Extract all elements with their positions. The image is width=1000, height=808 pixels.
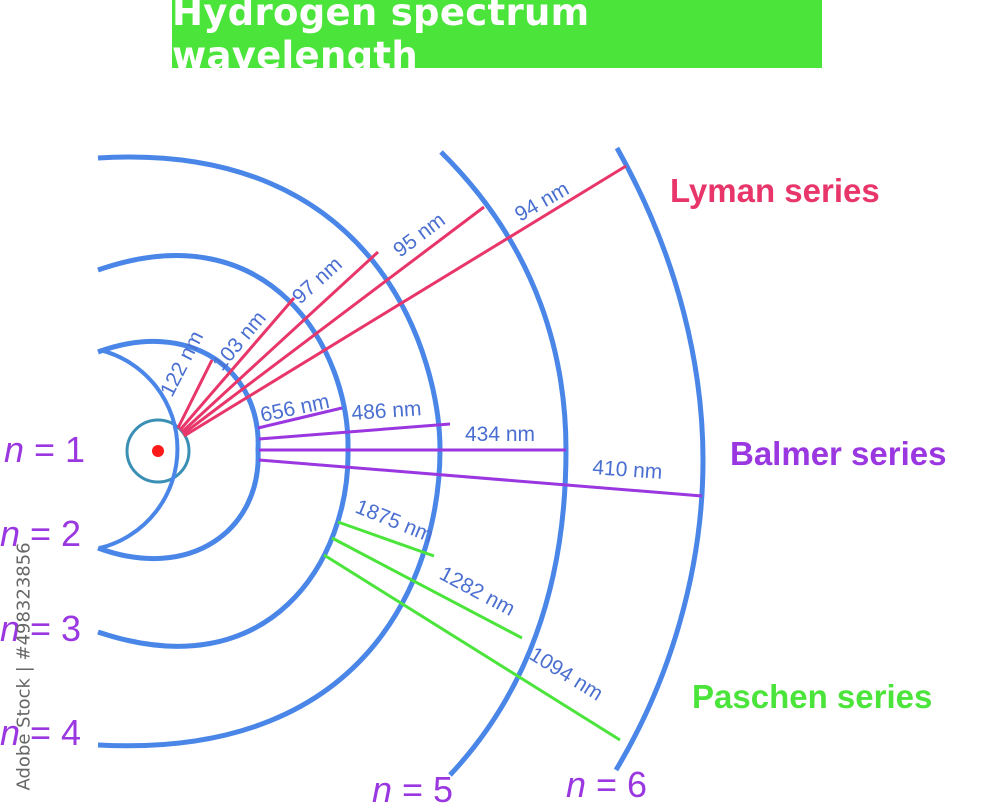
lyman-line-103: [178, 297, 296, 431]
diagram-title: Hydrogen spectrum wavelength: [172, 0, 590, 77]
paschen-line-1875: [337, 520, 435, 558]
level-label-n5: n = 5: [372, 769, 453, 808]
lyman-line-95: [182, 205, 485, 436]
balmer-label-656: 656 nm: [258, 390, 331, 427]
orbit-n5-arc: [439, 150, 569, 777]
level-label-n2: n = 2: [0, 513, 81, 554]
orbit-n2-arc: [97, 339, 261, 561]
watermark-credit: Adobe Stock | #498323856: [4, 542, 44, 800]
balmer-label-434: 434 nm: [465, 423, 535, 446]
level-label-n6: n = 6: [566, 764, 647, 805]
paschen-label-1094: 1094 nm: [525, 643, 607, 706]
balmer-line-410: [258, 458, 703, 498]
paschen-line-1282: [331, 536, 523, 640]
paschen-lines: [323, 520, 621, 742]
level-label-n1: n = 1: [4, 429, 85, 470]
lyman-line-94: [183, 164, 627, 438]
balmer-line-656: [257, 406, 343, 430]
paschen-label-1282: 1282 nm: [436, 562, 519, 621]
level-label-n3: n = 3: [0, 608, 81, 649]
lyman-label-122: 122 nm: [156, 327, 208, 400]
title-banner: Hydrogen spectrum wavelength: [172, 0, 822, 77]
paschen-series-label: Paschen series: [692, 678, 932, 715]
orbit-n6-arc: [613, 146, 706, 772]
lyman-label-97: 97 nm: [288, 253, 347, 309]
balmer-label-410: 410 nm: [592, 456, 663, 484]
lyman-label-103: 103 nm: [208, 307, 271, 375]
nucleus: [152, 445, 164, 457]
balmer-series-label: Balmer series: [730, 435, 946, 472]
lyman-series-label: Lyman series: [670, 172, 880, 209]
orbit-n2: [99, 348, 180, 550]
lyman-line-97: [180, 250, 380, 434]
balmer-label-486: 486 nm: [351, 397, 422, 425]
lyman-lines: [176, 164, 627, 438]
paschen-label-1875: 1875 nm: [352, 495, 436, 547]
level-label-n4: n = 4: [0, 712, 81, 753]
lyman-line-122: [176, 359, 214, 429]
balmer-line-486: [258, 422, 451, 441]
balmer-lines: [257, 406, 703, 498]
watermark-text: Adobe Stock | #498323856: [13, 542, 35, 791]
paschen-line-1094: [323, 553, 621, 742]
nucleus-shell: [125, 418, 191, 484]
